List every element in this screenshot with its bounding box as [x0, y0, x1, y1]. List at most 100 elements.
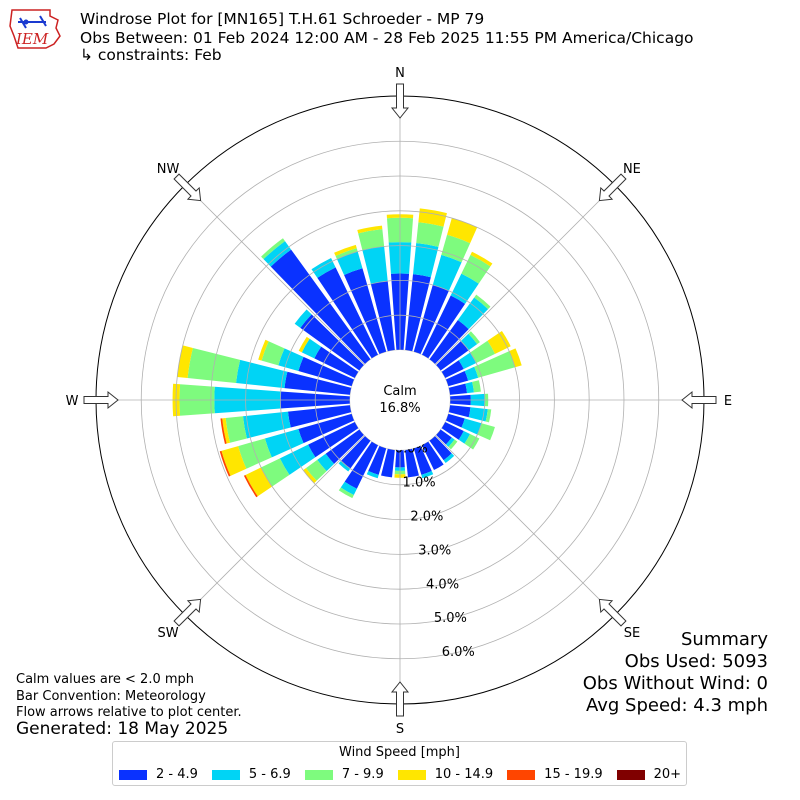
flow-arrow-270 [83, 390, 119, 410]
grid-spoke-135 [435, 435, 616, 616]
radial-tick-1: 1.0% [403, 476, 436, 491]
legend-item: 2 - 4.9 [119, 767, 198, 782]
sector-340-bin-3 [334, 244, 357, 256]
flow-arrows-note: Flow arrows relative to plot center. [16, 705, 242, 720]
sector-240-bin-2 [261, 458, 290, 487]
sector-100-bin-2 [485, 409, 492, 423]
radial-tick-6: 6.0% [442, 645, 475, 660]
legend-label: 10 - 14.9 [434, 767, 494, 782]
sector-240-bin-0 [308, 421, 359, 458]
sector-130-bin-2 [448, 439, 458, 450]
sector-350-bin-0 [370, 281, 395, 352]
sector-70-bin-3 [509, 348, 522, 368]
sector-340-bin-1 [336, 251, 363, 275]
sector-50-bin-0 [435, 340, 469, 371]
sector-220-bin-0 [340, 435, 371, 469]
sector-40-bin-1 [457, 297, 489, 330]
radial-tick-2: 2.0% [410, 510, 443, 525]
calm-note: Calm values are < 2.0 mph [16, 672, 195, 687]
sector-250-bin-4 [219, 450, 231, 477]
sector-20-bin-2 [441, 234, 471, 263]
logo-text: IEM [15, 30, 49, 48]
sector-30-bin-3 [470, 251, 493, 267]
compass-label-E: E [724, 394, 732, 409]
sector-350-bin-2 [358, 229, 385, 251]
sector-130-bin-1 [445, 437, 455, 447]
sector-340-bin-2 [335, 248, 358, 260]
sector-120-bin-1 [458, 430, 471, 444]
sector-310-bin-1 [294, 309, 312, 328]
sector-210-bin-2 [338, 487, 354, 499]
chart-title-line2: Obs Between: 01 Feb 2024 12:00 AM - 28 F… [80, 29, 694, 47]
legend-items: 2 - 4.9 5 - 6.9 7 - 9.9 10 - 14.9 15 - 19.9 2… [119, 767, 695, 782]
calm-value: 16.8% [379, 401, 420, 416]
sector-10-bin-1 [413, 242, 439, 278]
sector-120-bin-0 [441, 421, 464, 440]
flow-arrows [83, 83, 717, 717]
sector-260-bin-4 [220, 418, 227, 444]
sector-60-bin-3 [487, 331, 511, 354]
flow-arrow-135 [598, 598, 627, 627]
sector-130-bin-0 [435, 429, 452, 445]
legend-item: 20+ [616, 767, 681, 782]
sector-170-bin-0 [405, 448, 419, 478]
sector-10-bin-0 [405, 274, 431, 352]
sector-290-bin-1 [278, 348, 304, 372]
sector-80-bin-0 [448, 383, 468, 395]
iem-logo: IEM [9, 9, 61, 49]
sector-50-bin-1 [460, 333, 478, 351]
sector-250-bin-3 [221, 446, 247, 476]
sector-320-bin-1 [263, 241, 292, 267]
sector-110-bin-0 [445, 413, 465, 428]
flow-arrow-315 [173, 173, 202, 202]
summary-avg-speed: Avg Speed: 4.3 mph [586, 695, 768, 716]
compass-label-NW: NW [157, 162, 180, 177]
legend-swatch [119, 769, 147, 780]
sector-260-bin-3 [222, 418, 231, 444]
sector-140-bin-0 [429, 435, 452, 461]
flow-arrow-180 [390, 681, 410, 717]
compass-label-SE: SE [624, 626, 640, 641]
summary-obs-without-wind: Obs Without Wind: 0 [582, 673, 768, 694]
legend-item: 7 - 9.9 [304, 767, 384, 782]
sector-60-bin-1 [458, 352, 477, 370]
sector-70-bin-1 [464, 366, 479, 381]
sector-350-bin-1 [362, 246, 388, 285]
sector-250-bin-1 [264, 428, 304, 458]
sector-110-bin-2 [477, 423, 495, 441]
legend-title: Wind Speed [mph] [339, 745, 460, 760]
radial-tick-3: 3.0% [418, 543, 451, 558]
sector-280-bin-0 [284, 371, 352, 395]
compass-label-NE: NE [623, 162, 641, 177]
legend-swatch [507, 769, 536, 780]
summary-obs-used: Obs Used: 5093 [624, 651, 768, 672]
sector-330-bin-0 [317, 267, 379, 359]
sector-290-bin-0 [298, 356, 355, 387]
sector-20-bin-1 [432, 254, 462, 291]
sector-10-bin-3 [418, 208, 447, 227]
radial-tick-5: 5.0% [434, 611, 467, 626]
windrose-sectors [172, 208, 522, 499]
grid-spoke-225 [184, 435, 365, 616]
sector-160-bin-1 [421, 471, 434, 479]
sector-230-bin-3 [303, 468, 317, 484]
sector-40-bin-0 [429, 320, 469, 365]
legend-swatch [616, 769, 645, 780]
compass-label-N: N [395, 66, 405, 81]
sector-70-bin-2 [474, 351, 516, 378]
sector-310-bin-0 [300, 314, 365, 371]
sector-80-bin-2 [472, 380, 481, 393]
sector-240-bin-1 [279, 444, 316, 475]
generated-date: Generated: 18 May 2025 [16, 719, 229, 739]
sector-190-bin-0 [381, 448, 395, 478]
sector-160-bin-0 [413, 445, 432, 475]
legend-item: 15 - 19.9 [507, 767, 603, 782]
flow-arrow-45 [598, 173, 627, 202]
sector-230-bin-2 [305, 459, 327, 481]
sector-290-bin-2 [261, 341, 285, 366]
grid-spoke-315 [184, 184, 365, 365]
sector-220-bin-1 [338, 460, 351, 472]
sector-260-bin-0 [287, 405, 352, 428]
radial-tick-4: 4.0% [426, 577, 459, 592]
legend-swatch [304, 769, 333, 780]
